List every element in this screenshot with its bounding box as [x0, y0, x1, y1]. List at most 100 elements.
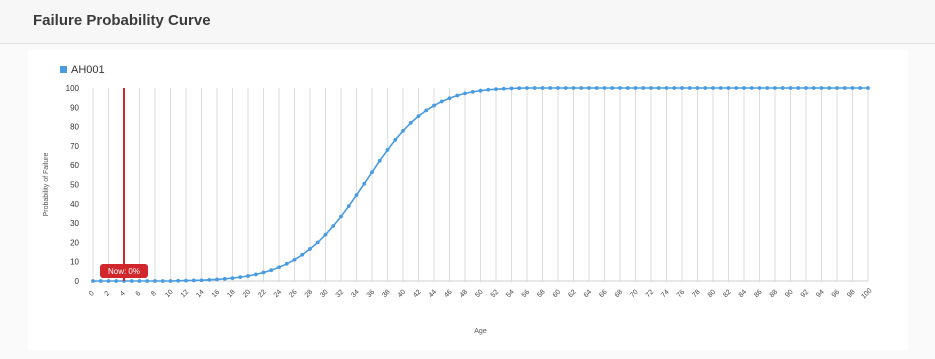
data-point[interactable] [811, 86, 816, 90]
data-point[interactable] [331, 224, 336, 228]
data-point[interactable] [718, 86, 723, 90]
data-point[interactable] [788, 86, 793, 90]
data-point[interactable] [618, 86, 622, 90]
data-point[interactable] [509, 86, 514, 91]
data-point[interactable] [602, 86, 607, 90]
data-point[interactable] [106, 279, 111, 283]
data-point[interactable] [672, 86, 677, 90]
data-point[interactable] [695, 86, 700, 90]
data-point[interactable] [501, 86, 506, 91]
data-point[interactable] [160, 279, 165, 283]
legend-label[interactable]: AH001 [71, 64, 105, 76]
data-point[interactable] [284, 261, 289, 266]
data-point[interactable] [269, 268, 274, 273]
data-point[interactable] [687, 86, 692, 90]
data-point[interactable] [486, 87, 491, 92]
data-point[interactable] [191, 278, 196, 283]
data-point[interactable] [362, 181, 367, 186]
data-point[interactable] [377, 158, 382, 163]
data-point[interactable] [796, 86, 801, 90]
data-point[interactable] [625, 86, 630, 90]
data-point[interactable] [292, 257, 297, 262]
data-point[interactable] [91, 279, 95, 283]
data-point[interactable] [842, 86, 847, 90]
data-point[interactable] [664, 86, 669, 90]
data-point[interactable] [726, 86, 731, 90]
data-point[interactable] [633, 86, 638, 90]
data-point[interactable] [641, 86, 646, 90]
data-point[interactable] [300, 252, 305, 257]
data-point[interactable] [455, 93, 460, 98]
data-point[interactable] [168, 279, 173, 283]
data-point[interactable] [416, 114, 421, 119]
data-point[interactable] [199, 278, 204, 283]
data-point[interactable] [517, 86, 522, 91]
data-point[interactable] [866, 86, 870, 90]
data-point[interactable] [757, 86, 762, 90]
data-point[interactable] [230, 276, 235, 281]
data-point[interactable] [137, 279, 142, 283]
data-point[interactable] [238, 275, 243, 280]
data-point[interactable] [563, 86, 568, 90]
data-point[interactable] [804, 86, 808, 90]
data-point[interactable] [253, 272, 258, 277]
data-point[interactable] [315, 240, 320, 245]
data-point[interactable] [525, 86, 529, 90]
data-point[interactable] [207, 277, 212, 282]
data-point[interactable] [215, 277, 219, 282]
data-point[interactable] [470, 89, 475, 94]
data-point[interactable] [780, 86, 785, 90]
data-point[interactable] [703, 86, 708, 90]
data-point[interactable] [145, 279, 150, 283]
data-point[interactable] [401, 128, 405, 133]
data-point[interactable] [680, 86, 684, 90]
data-point[interactable] [153, 279, 157, 283]
data-point[interactable] [432, 103, 436, 108]
data-point[interactable] [548, 86, 553, 90]
data-point[interactable] [579, 86, 584, 90]
data-point[interactable] [439, 99, 444, 104]
data-point[interactable] [129, 279, 134, 283]
data-point[interactable] [98, 279, 103, 283]
data-point[interactable] [463, 91, 467, 96]
data-point[interactable] [261, 270, 266, 275]
data-point[interactable] [447, 96, 452, 101]
data-point[interactable] [610, 86, 615, 90]
data-point[interactable] [277, 265, 281, 270]
data-point[interactable] [827, 86, 832, 90]
data-point[interactable] [742, 86, 746, 90]
data-point[interactable] [222, 276, 227, 281]
data-point[interactable] [532, 86, 537, 90]
legend[interactable]: AH001 [60, 64, 105, 76]
data-point[interactable] [323, 232, 328, 237]
data-point[interactable] [494, 87, 498, 92]
data-point[interactable] [540, 86, 545, 90]
data-point[interactable] [749, 86, 754, 90]
data-point[interactable] [478, 88, 483, 93]
data-point[interactable] [765, 86, 770, 90]
data-point[interactable] [850, 86, 855, 90]
data-point[interactable] [424, 108, 429, 113]
data-point[interactable] [649, 86, 653, 90]
data-point[interactable] [656, 86, 661, 90]
data-point[interactable] [346, 204, 351, 209]
data-point[interactable] [308, 247, 312, 251]
data-point[interactable] [354, 193, 359, 198]
data-point[interactable] [393, 138, 398, 142]
data-point[interactable] [184, 278, 188, 283]
data-point[interactable] [408, 121, 413, 125]
data-point[interactable] [734, 86, 739, 90]
data-point[interactable] [176, 278, 181, 283]
data-point[interactable] [114, 279, 119, 283]
data-point[interactable] [587, 86, 591, 90]
data-point[interactable] [246, 274, 250, 278]
data-point[interactable] [594, 86, 599, 90]
data-point[interactable] [556, 86, 560, 90]
data-point[interactable] [571, 86, 576, 90]
data-point[interactable] [711, 86, 715, 90]
data-point[interactable] [819, 86, 824, 90]
data-point[interactable] [858, 86, 863, 90]
data-point[interactable] [370, 170, 374, 175]
data-point[interactable] [835, 86, 839, 90]
data-point[interactable] [385, 148, 390, 152]
